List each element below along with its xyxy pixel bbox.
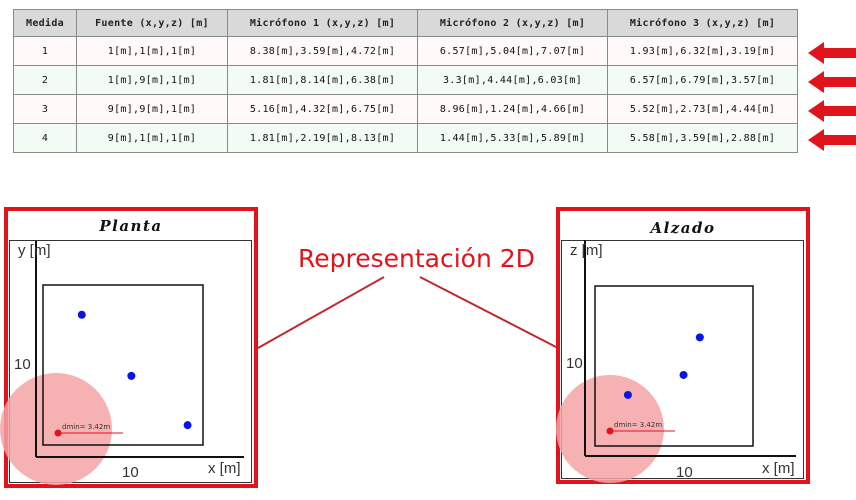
alzado-source-point [606, 427, 614, 435]
alzado-plot-frame [561, 240, 804, 479]
header-medida: Medida [13, 9, 77, 37]
alzado-z-axis-label: z [m] [570, 242, 603, 259]
table-header-row: Medida Fuente (x,y,z) [m] Micrófono 1 (x… [13, 9, 798, 37]
planta-title: Planta [99, 217, 163, 235]
cell-mic-1: 5.16[m],4.32[m],6.75[m] [227, 94, 418, 124]
planta-plot: dmin= 3.42m y [m] 10 x [m] 10 [0, 241, 244, 485]
alzado-x-tick: 10 [676, 464, 693, 481]
alzado-x-axis-label: x [m] [762, 460, 795, 477]
alzado-panel: Alzado dmin= 3.42m z [m] 10 x [m] 10 [556, 207, 810, 484]
alzado-plot: dmin= 3.42m z [m] 10 x [m] 10 [556, 240, 796, 483]
representation-2d-label: Representación 2D [298, 244, 535, 273]
table-row[interactable]: 3 9[m],9[m],1[m] 5.16[m],4.32[m],6.75[m]… [13, 94, 798, 124]
table-row[interactable]: 1 1[m],1[m],1[m] 8.38[m],3.59[m],4.72[m]… [13, 36, 798, 66]
cell-fuente: 1[m],9[m],1[m] [76, 65, 228, 95]
cell-medida: 2 [13, 65, 77, 95]
alzado-mic-point-2 [679, 370, 688, 379]
alzado-dmin-label: dmin= 3.42m [614, 421, 662, 429]
cell-mic-1: 1.81[m],2.19[m],8.13[m] [227, 123, 418, 153]
cell-mic-2: 6.57[m],5.04[m],7.07[m] [417, 36, 608, 66]
planta-x-tick: 10 [122, 464, 139, 481]
cell-medida: 4 [13, 123, 77, 153]
arrow-left-icon [808, 71, 856, 93]
table-row[interactable]: 4 9[m],1[m],1[m] 1.81[m],2.19[m],8.13[m]… [13, 123, 798, 153]
cell-mic-2: 1.44[m],5.33[m],5.89[m] [417, 123, 608, 153]
measurement-table: Medida Fuente (x,y,z) [m] Micrófono 1 (x… [13, 9, 798, 153]
planta-mic-point-1 [77, 310, 86, 319]
cell-fuente: 1[m],1[m],1[m] [76, 36, 228, 66]
cell-mic-3: 5.52[m],2.73[m],4.44[m] [607, 94, 798, 124]
planta-x-axis-label: x [m] [208, 460, 241, 477]
table-row[interactable]: 2 1[m],9[m],1[m] 1.81[m],8.14[m],6.38[m]… [13, 65, 798, 95]
planta-plot-frame [9, 240, 252, 483]
alzado-z-tick: 10 [566, 355, 583, 372]
cell-mic-1: 1.81[m],8.14[m],6.38[m] [227, 65, 418, 95]
header-microfono-2: Micrófono 2 (x,y,z) [m] [417, 9, 608, 37]
cell-medida: 1 [13, 36, 77, 66]
header-microfono-3: Micrófono 3 (x,y,z) [m] [607, 9, 798, 37]
planta-mic-point-3 [183, 421, 192, 430]
arrow-left-icon [808, 100, 856, 122]
planta-y-axis-label: y [m] [18, 242, 51, 259]
cell-medida: 3 [13, 94, 77, 124]
planta-y-tick: 10 [14, 356, 31, 373]
header-microfono-1: Micrófono 1 (x,y,z) [m] [227, 9, 418, 37]
alzado-mic-point-3 [623, 390, 632, 399]
cell-fuente: 9[m],1[m],1[m] [76, 123, 228, 153]
cell-fuente: 9[m],9[m],1[m] [76, 94, 228, 124]
planta-panel: Planta dmin= 3.42m y [m] 10 x [m] 10 [0, 207, 258, 488]
cell-mic-2: 8.96[m],1.24[m],4.66[m] [417, 94, 608, 124]
planta-source-point [54, 429, 62, 437]
cell-mic-1: 8.38[m],3.59[m],4.72[m] [227, 36, 418, 66]
planta-dmin-label: dmin= 3.42m [62, 423, 110, 431]
cell-mic-3: 5.58[m],3.59[m],2.88[m] [607, 123, 798, 153]
alzado-mic-point-1 [695, 333, 704, 342]
alzado-title: Alzado [650, 219, 716, 237]
cell-mic-3: 1.93[m],6.32[m],3.19[m] [607, 36, 798, 66]
arrow-left-icon [808, 129, 856, 151]
arrow-left-icon [808, 42, 856, 64]
planta-mic-point-2 [127, 371, 136, 380]
cell-mic-3: 6.57[m],6.79[m],3.57[m] [607, 65, 798, 95]
